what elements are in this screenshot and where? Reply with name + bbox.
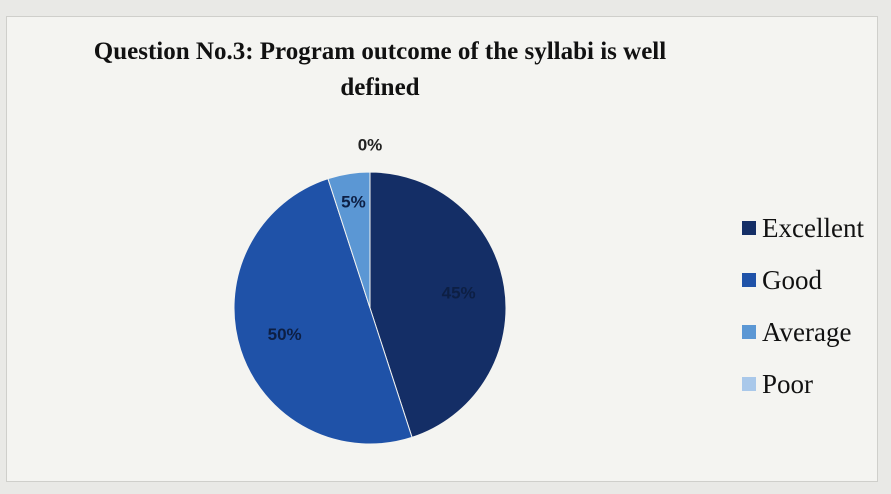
legend-swatch-poor bbox=[742, 377, 756, 391]
legend-label-good: Good bbox=[762, 264, 822, 295]
legend-item-good: Good bbox=[742, 254, 864, 306]
data-label-excellent: 45% bbox=[442, 283, 476, 302]
legend-item-average: Average bbox=[742, 306, 864, 358]
legend: Excellent Good Average Poor bbox=[742, 202, 864, 410]
legend-swatch-excellent bbox=[742, 221, 756, 235]
data-label-poor: 0% bbox=[358, 135, 383, 154]
legend-swatch-average bbox=[742, 325, 756, 339]
pie-slice-good bbox=[233, 178, 413, 445]
data-label-average: 5% bbox=[341, 193, 366, 212]
legend-item-excellent: Excellent bbox=[742, 202, 864, 254]
legend-label-poor: Poor bbox=[762, 368, 814, 399]
chart-title: Question No.3: Program outcome of the sy… bbox=[93, 38, 667, 101]
legend-label-average: Average bbox=[762, 316, 852, 347]
legend-item-poor: Poor bbox=[742, 358, 864, 410]
pie-slice-average bbox=[327, 171, 371, 309]
legend-swatch-good bbox=[742, 273, 756, 287]
data-label-good: 50% bbox=[268, 325, 302, 344]
pie-slice-excellent bbox=[369, 171, 507, 438]
legend-label-excellent: Excellent bbox=[762, 212, 864, 243]
